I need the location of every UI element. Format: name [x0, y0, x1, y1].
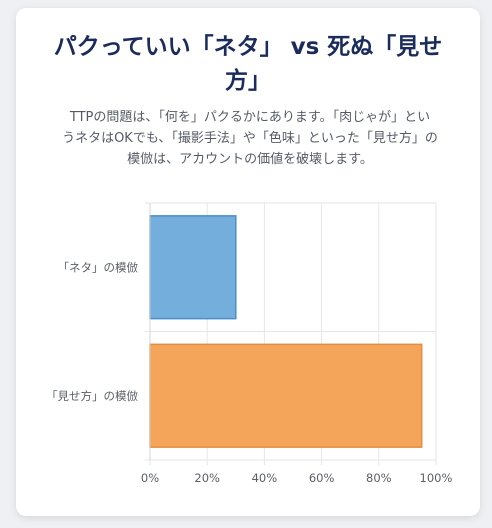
x-tick-label: 40% — [252, 471, 278, 485]
x-tick-label: 80% — [366, 471, 392, 485]
y-category-label: 「ネタ」の模倣 — [58, 260, 139, 274]
x-tick-label: 20% — [194, 471, 220, 485]
title-line-1: パクっていい「ネタ」 vs 死ぬ「見せ — [53, 34, 443, 60]
chart-title: パクっていい「ネタ」 vs 死ぬ「見せ 方」 — [32, 30, 464, 98]
chart-description: TTPの問題は、「何を」パクるかにあります。「肉じゃが」とい うネタはOKでも、… — [36, 107, 464, 170]
x-tick-label: 60% — [309, 471, 335, 485]
y-category-label: 「見せ方」の模倣 — [46, 389, 138, 403]
description-line-2: うネタはOKでも、「撮影手法」や「色味」といった「見せ方」の — [62, 131, 438, 146]
x-tick-label: 0% — [141, 471, 159, 485]
bar — [149, 343, 423, 448]
title-line-2: 方」 — [225, 68, 271, 94]
description-line-1: TTPの問題は、「何を」パクるかにあります。「肉じゃが」とい — [69, 110, 431, 125]
x-tick-label: 100% — [420, 471, 453, 485]
bar-chart: 0% 20% 40% 60% 80% 100% 「ネタ」の模倣「見せ方」の模倣 — [46, 202, 453, 485]
bar — [149, 215, 237, 320]
description-line-3: 模倣は、アカウントの価値を破壊します。 — [127, 152, 373, 167]
